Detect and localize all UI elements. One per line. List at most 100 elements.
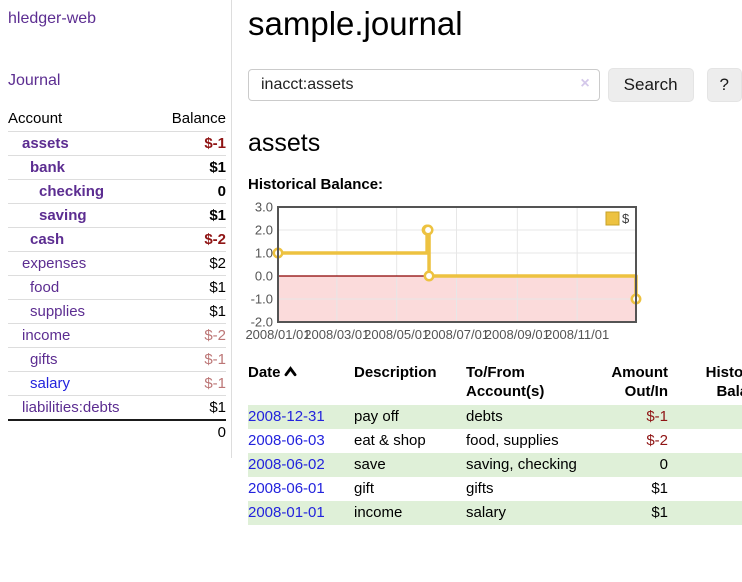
account-row: food $1	[8, 275, 226, 300]
register-header-balance: Historical Balance	[705, 364, 742, 400]
transaction-row: 2008-06-03 eat & shop food, supplies $-2…	[248, 429, 742, 453]
chart-title: Historical Balance:	[248, 176, 384, 193]
transaction-balance: 0	[676, 429, 742, 453]
account-balance: 0	[154, 179, 226, 204]
transaction-amount: $1	[651, 504, 668, 521]
account-link[interactable]: assets	[22, 135, 69, 152]
svg-text:2008/05/01: 2008/05/01	[364, 327, 429, 342]
transaction-date-link[interactable]: 2008-06-03	[248, 432, 325, 449]
sort-ascending-icon	[284, 366, 296, 377]
account-row: salary $-1	[8, 371, 226, 396]
account-link[interactable]: liabilities:debts	[22, 399, 120, 416]
transaction-amount: 0	[659, 456, 668, 473]
svg-text:2008/01/01: 2008/01/01	[245, 327, 310, 342]
svg-text:2.0: 2.0	[255, 223, 273, 238]
svg-text:1.0: 1.0	[255, 246, 273, 261]
account-balance: $2	[154, 251, 226, 276]
transaction-accounts: gifts	[466, 480, 494, 497]
svg-text:$: $	[622, 211, 630, 226]
transaction-description: save	[354, 456, 386, 473]
account-balance: $-2	[154, 227, 226, 252]
svg-text:2008/11/01: 2008/11/01	[545, 327, 609, 342]
svg-text:2008/09/01: 2008/09/01	[485, 327, 550, 342]
main-content: sample.journal × Search ? assets Histori…	[245, 0, 742, 525]
register-header-description: Description	[354, 364, 437, 381]
search-form: × Search ?	[248, 67, 742, 103]
transaction-amount: $1	[651, 480, 668, 497]
account-row: expenses $2	[8, 251, 226, 276]
account-balance: $1	[154, 395, 226, 420]
accounts-header-balance: Balance	[171, 110, 226, 127]
transaction-accounts: food, supplies	[466, 432, 559, 449]
page-title: sample.journal	[248, 5, 463, 42]
search-button[interactable]: Search	[607, 68, 694, 102]
account-balance: $-1	[154, 131, 226, 156]
svg-text:2008/07/01: 2008/07/01	[424, 327, 489, 342]
account-row: bank $1	[8, 155, 226, 180]
account-row: checking 0	[8, 179, 226, 204]
transaction-row: 2008-01-01 income salary $1 $1	[248, 501, 742, 525]
accounts-total-row: 0	[8, 419, 226, 444]
transaction-description: gift	[354, 480, 375, 497]
app-title-link[interactable]: hledger-web	[8, 10, 97, 27]
account-balance: $-1	[154, 371, 226, 396]
register-header-date[interactable]: Date	[248, 359, 354, 405]
account-link[interactable]: cash	[30, 231, 65, 248]
account-balance: $-1	[154, 347, 226, 372]
account-link[interactable]: supplies	[30, 303, 86, 320]
transaction-amount: $-1	[646, 408, 668, 425]
account-row: income $-2	[8, 323, 226, 348]
account-link[interactable]: food	[30, 279, 60, 296]
account-link[interactable]: expenses	[22, 255, 87, 272]
transaction-row: 2008-06-02 save saving, checking 0 $2	[248, 453, 742, 477]
transaction-date-link[interactable]: 2008-12-31	[248, 408, 325, 425]
help-button[interactable]: ?	[706, 68, 742, 102]
accounts-table: Account Balance assets $-1 bank	[8, 107, 226, 444]
account-balance: $1	[154, 203, 226, 228]
register-header-date-label: Date	[248, 364, 281, 381]
account-balance: $1	[154, 299, 226, 324]
transaction-description: income	[354, 504, 403, 521]
register-table: Date Description To/From Account(s) Amou…	[248, 359, 742, 525]
transaction-row: 2008-12-31 pay off debts $-1 $-1	[248, 405, 742, 429]
register-header-amount: Amount Out/In	[611, 364, 668, 400]
search-input-wrapper: ×	[248, 69, 600, 101]
transaction-balance: $2	[676, 477, 742, 501]
account-row: liabilities:debts $1	[8, 395, 226, 420]
account-link[interactable]: checking	[39, 183, 105, 200]
sidebar-item-journal[interactable]: Journal	[8, 72, 61, 89]
transaction-row: 2008-06-01 gift gifts $1 $2	[248, 477, 742, 501]
account-link[interactable]: gifts	[30, 351, 58, 368]
account-balance: $1	[154, 155, 226, 180]
account-row: cash $-2	[8, 227, 226, 252]
account-link[interactable]: bank	[30, 159, 66, 176]
account-row: saving $1	[8, 203, 226, 228]
transaction-description: pay off	[354, 408, 399, 425]
transaction-date-link[interactable]: 2008-06-01	[248, 480, 325, 497]
clear-search-icon[interactable]: ×	[580, 75, 590, 92]
account-link[interactable]: saving	[39, 207, 87, 224]
accounts-table-header-row: Account Balance	[8, 107, 226, 132]
account-row: assets $-1	[8, 131, 226, 156]
transaction-accounts: salary	[466, 504, 507, 521]
svg-text:3.0: 3.0	[255, 200, 273, 215]
register-header-row: Date Description To/From Account(s) Amou…	[248, 359, 742, 405]
transaction-date-link[interactable]: 2008-01-01	[248, 504, 325, 521]
transaction-amount: $-2	[646, 432, 668, 449]
search-input[interactable]	[248, 69, 600, 101]
svg-text:-2.0: -2.0	[251, 315, 273, 330]
svg-text:0.0: 0.0	[255, 269, 273, 284]
transaction-accounts: debts	[466, 408, 503, 425]
account-balance: $-2	[154, 323, 226, 348]
account-link[interactable]: income	[22, 327, 71, 344]
transaction-balance: $1	[676, 501, 742, 525]
account-row: supplies $1	[8, 299, 226, 324]
account-link[interactable]: salary	[30, 375, 71, 392]
transaction-date-link[interactable]: 2008-06-02	[248, 456, 325, 473]
accounts-total-balance: 0	[154, 419, 226, 444]
transaction-description: eat & shop	[354, 432, 426, 449]
account-balance: $1	[154, 275, 226, 300]
sidebar: hledger-web Journal Account Balance asse…	[0, 0, 232, 458]
account-heading: assets	[248, 129, 321, 157]
transaction-accounts: saving, checking	[466, 456, 577, 473]
